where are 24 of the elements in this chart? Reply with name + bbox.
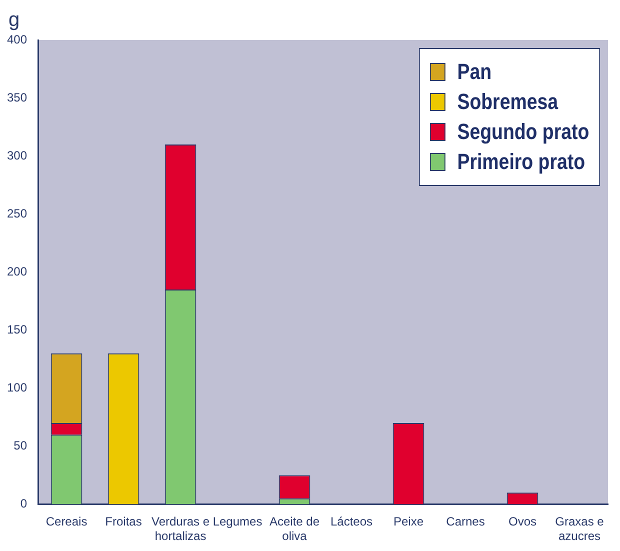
legend-label: Segundo prato	[457, 119, 589, 145]
y-tick-label: 50	[14, 438, 28, 452]
legend-label: Primeiro prato	[457, 149, 585, 175]
y-tick-label: 400	[6, 32, 28, 46]
x-tick-label: Lácteos	[330, 514, 373, 529]
x-tick-label: Ovos	[508, 514, 537, 529]
x-tick-label: Cereais	[46, 514, 88, 529]
x-tick-label: Legumes	[212, 514, 262, 529]
y-tick-label: 150	[6, 322, 28, 336]
y-tick-label: 350	[6, 90, 28, 104]
legend-label: Sobremesa	[457, 89, 558, 115]
x-tick-label: Graxas e azucres	[555, 514, 604, 544]
x-tick-label: Carnes	[446, 514, 485, 529]
x-tick-label: Aceite de oliva	[269, 514, 320, 544]
y-tick-label: 0	[20, 496, 28, 511]
y-axis-title: g	[8, 9, 20, 31]
y-tick-label: 300	[6, 148, 28, 162]
y-tick-label: 200	[6, 264, 28, 278]
x-tick-label: Peixe	[393, 514, 424, 529]
x-tick-label: Froitas	[105, 514, 142, 529]
y-tick-label: 100	[6, 380, 28, 394]
x-tick-label: Verduras e hortalizas	[151, 514, 210, 544]
legend-label: Pan	[457, 59, 492, 85]
y-tick-label: 250	[6, 206, 28, 220]
